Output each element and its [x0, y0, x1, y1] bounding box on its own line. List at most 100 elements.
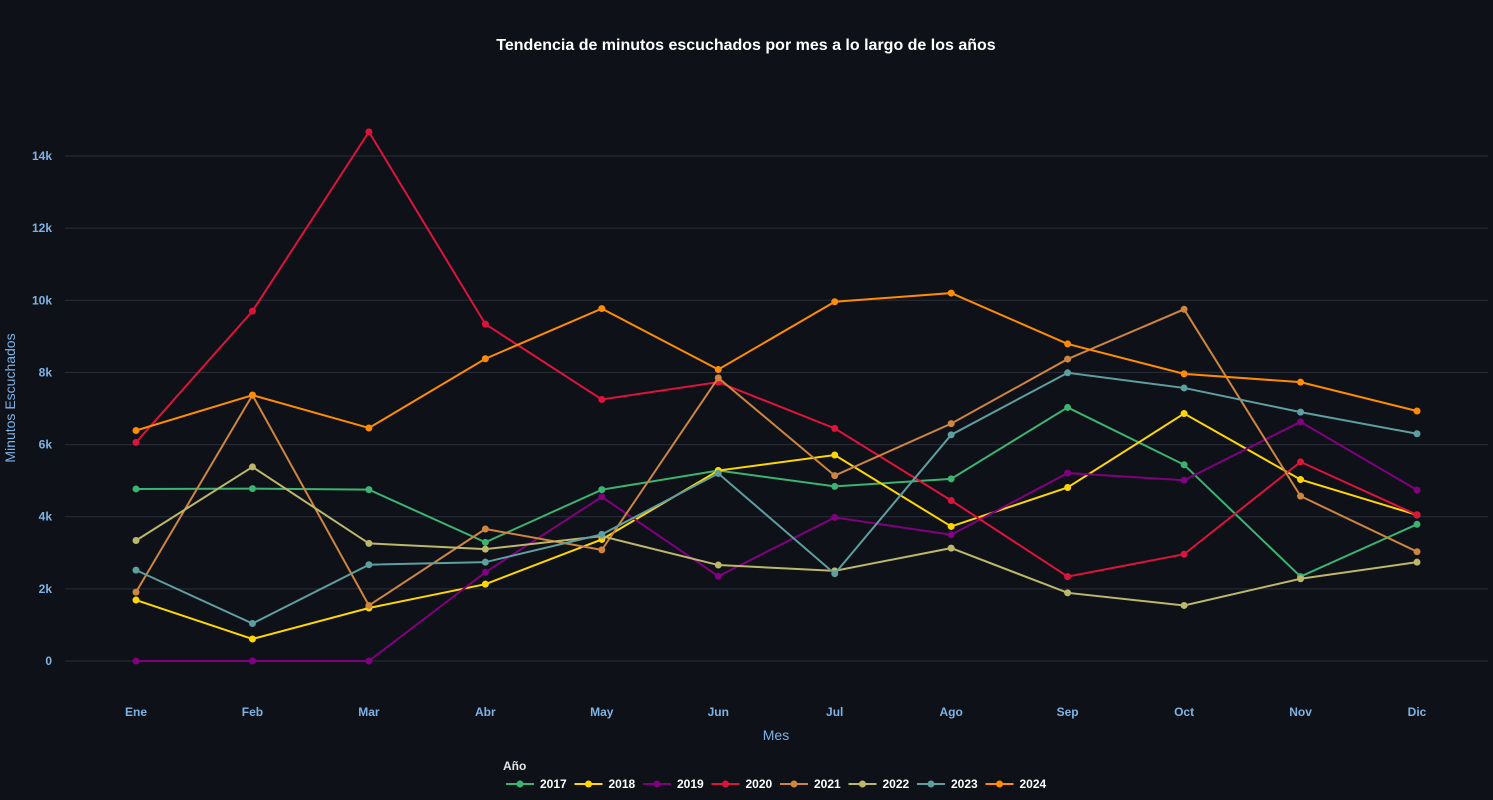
series-line	[135, 371, 1418, 625]
data-point[interactable]	[831, 298, 839, 306]
data-point[interactable]	[1413, 486, 1421, 494]
legend-item-2022[interactable]: 2022	[848, 777, 910, 791]
data-point[interactable]	[1297, 418, 1305, 426]
data-point[interactable]	[481, 580, 489, 588]
data-point[interactable]	[831, 513, 839, 521]
legend-item-2020[interactable]: 2020	[711, 777, 773, 791]
data-point[interactable]	[248, 657, 256, 665]
data-point[interactable]	[132, 657, 140, 665]
data-point[interactable]	[1180, 601, 1188, 609]
data-point[interactable]	[598, 486, 606, 494]
data-point[interactable]	[1413, 558, 1421, 566]
legend-item-2018[interactable]: 2018	[574, 777, 636, 791]
data-point[interactable]	[365, 601, 373, 609]
data-point[interactable]	[481, 568, 489, 576]
legend-item-2023[interactable]: 2023	[917, 777, 978, 791]
data-point[interactable]	[714, 366, 722, 374]
data-point[interactable]	[132, 596, 140, 604]
legend-item-2019[interactable]: 2019	[643, 777, 704, 791]
data-point[interactable]	[1413, 520, 1421, 528]
data-point[interactable]	[1413, 548, 1421, 556]
data-point[interactable]	[1297, 476, 1305, 484]
data-point[interactable]	[598, 493, 606, 501]
data-point[interactable]	[598, 395, 606, 403]
data-point[interactable]	[1413, 430, 1421, 438]
data-point[interactable]	[1297, 458, 1305, 466]
data-point[interactable]	[1064, 483, 1072, 491]
data-point[interactable]	[1180, 410, 1188, 418]
data-point[interactable]	[248, 619, 256, 627]
data-point[interactable]	[831, 451, 839, 459]
data-point[interactable]	[714, 572, 722, 580]
data-point[interactable]	[598, 546, 606, 554]
data-point[interactable]	[248, 485, 256, 493]
data-point[interactable]	[1064, 469, 1072, 477]
data-point[interactable]	[947, 522, 955, 530]
data-point[interactable]	[1180, 476, 1188, 484]
data-point[interactable]	[598, 530, 606, 538]
data-point[interactable]	[1064, 589, 1072, 597]
data-point[interactable]	[365, 657, 373, 665]
data-point[interactable]	[1297, 492, 1305, 500]
data-point[interactable]	[947, 544, 955, 552]
y-tick-label: 2k	[39, 582, 53, 596]
data-point[interactable]	[248, 307, 256, 315]
data-point[interactable]	[831, 482, 839, 490]
data-point[interactable]	[481, 525, 489, 533]
data-point[interactable]	[132, 427, 140, 435]
data-point[interactable]	[365, 561, 373, 569]
data-point[interactable]	[132, 537, 140, 545]
data-point[interactable]	[481, 558, 489, 566]
data-point[interactable]	[598, 305, 606, 313]
data-point[interactable]	[1413, 511, 1421, 519]
data-point[interactable]	[831, 424, 839, 432]
data-point[interactable]	[947, 475, 955, 483]
data-point[interactable]	[1064, 573, 1072, 581]
data-point[interactable]	[1297, 408, 1305, 416]
data-point[interactable]	[1180, 370, 1188, 378]
legend-swatch-marker	[859, 780, 866, 788]
data-point[interactable]	[1064, 403, 1072, 411]
data-point[interactable]	[365, 424, 373, 432]
data-point[interactable]	[1064, 369, 1072, 377]
y-axis-ticks: 0 2k 4k 6k 8k 10k 12k 14k	[32, 149, 52, 668]
data-point[interactable]	[714, 561, 722, 569]
data-point[interactable]	[1297, 378, 1305, 386]
data-point[interactable]	[132, 485, 140, 493]
data-point[interactable]	[714, 374, 722, 382]
data-point[interactable]	[132, 438, 140, 446]
data-point[interactable]	[248, 391, 256, 399]
data-point[interactable]	[947, 289, 955, 297]
data-point[interactable]	[1180, 461, 1188, 469]
data-point[interactable]	[365, 486, 373, 494]
legend-item-2021[interactable]: 2021	[780, 777, 841, 791]
data-point[interactable]	[481, 545, 489, 553]
data-point[interactable]	[947, 431, 955, 439]
data-point[interactable]	[481, 320, 489, 328]
data-point[interactable]	[1180, 384, 1188, 392]
data-point[interactable]	[831, 472, 839, 480]
data-point[interactable]	[1297, 575, 1305, 583]
data-point[interactable]	[947, 531, 955, 539]
data-point[interactable]	[481, 355, 489, 363]
series-line	[135, 129, 1418, 578]
data-point[interactable]	[132, 566, 140, 574]
legend-item-2017[interactable]: 2017	[506, 777, 567, 791]
data-point[interactable]	[947, 420, 955, 428]
data-point[interactable]	[831, 570, 839, 578]
data-point[interactable]	[1413, 407, 1421, 415]
data-point[interactable]	[1180, 305, 1188, 313]
data-point[interactable]	[1064, 355, 1072, 363]
data-point[interactable]	[248, 635, 256, 643]
data-point[interactable]	[947, 496, 955, 504]
data-point[interactable]	[1180, 550, 1188, 558]
legend-item-2024[interactable]: 2024	[985, 777, 1047, 791]
data-point[interactable]	[481, 538, 489, 546]
data-point[interactable]	[365, 128, 373, 136]
data-point[interactable]	[248, 463, 256, 471]
data-point[interactable]	[365, 539, 373, 547]
data-point[interactable]	[132, 588, 140, 596]
data-point[interactable]	[1064, 340, 1072, 348]
data-point[interactable]	[714, 469, 722, 477]
legend[interactable]: 2017 2018 2019 2020 2021 2022 2023 2024	[506, 777, 1047, 791]
